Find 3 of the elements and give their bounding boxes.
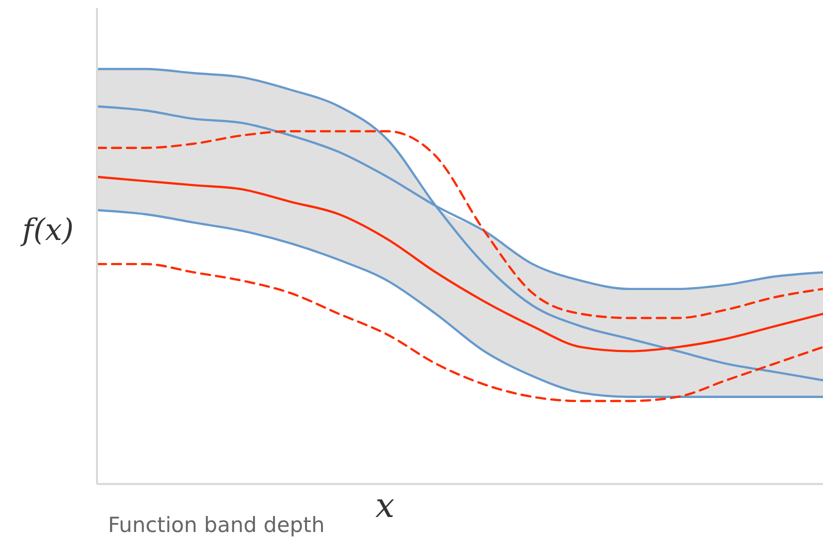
text: Function band depth xyxy=(108,513,325,537)
y-axis-title: f(x) xyxy=(20,213,74,248)
x-axis-title: x xyxy=(375,486,395,526)
